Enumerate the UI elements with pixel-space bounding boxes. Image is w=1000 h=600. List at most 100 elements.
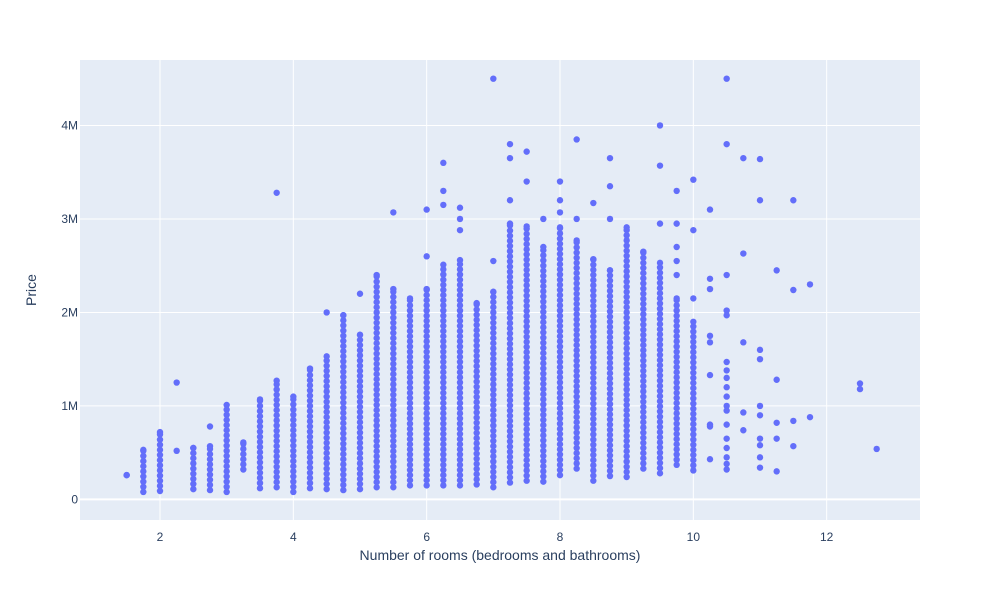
scatter-point	[623, 283, 630, 290]
scatter-point	[340, 312, 347, 319]
scatter-point	[523, 374, 530, 382]
scatter-point	[323, 434, 330, 441]
scatter-point	[523, 348, 530, 356]
scatter-point	[706, 371, 714, 379]
scatter-point	[273, 422, 280, 429]
scatter-point	[440, 435, 447, 443]
scatter-point	[340, 456, 347, 463]
scatter-point	[540, 437, 547, 444]
scatter-point	[440, 425, 447, 433]
scatter-point	[690, 400, 697, 407]
scatter-point	[290, 421, 297, 429]
scatter-point	[506, 283, 514, 291]
scatter-point	[506, 463, 514, 471]
scatter-point	[373, 391, 380, 398]
scatter-point	[423, 338, 430, 345]
x-tick-label: 4	[290, 530, 297, 544]
scatter-point	[390, 324, 397, 332]
scatter-point	[306, 392, 314, 399]
scatter-point	[590, 333, 597, 340]
scatter-point	[556, 415, 564, 422]
scatter-point	[606, 447, 614, 454]
scatter-point	[506, 314, 514, 322]
scatter-point	[456, 410, 464, 417]
scatter-point	[440, 363, 447, 371]
scatter-point	[323, 377, 330, 385]
scatter-point	[340, 378, 347, 386]
scatter-point	[590, 338, 597, 346]
scatter-point	[440, 477, 447, 484]
scatter-point	[456, 405, 464, 412]
scatter-point	[640, 449, 647, 457]
scatter-point	[556, 353, 564, 361]
scatter-point	[723, 407, 730, 414]
scatter-point	[440, 441, 447, 448]
scatter-point	[656, 259, 664, 267]
scatter-point	[306, 454, 314, 461]
scatter-point	[540, 391, 547, 398]
scatter-point	[690, 405, 697, 412]
scatter-point	[623, 360, 630, 368]
scatter-point	[356, 424, 364, 431]
scatter-point	[756, 355, 764, 363]
scatter-point	[606, 411, 614, 418]
scatter-point	[490, 406, 497, 414]
scatter-point	[506, 197, 514, 204]
scatter-point	[523, 462, 530, 469]
scatter-point	[623, 448, 630, 455]
scatter-point	[523, 338, 530, 346]
scatter-point	[423, 399, 430, 407]
scatter-point	[540, 411, 547, 419]
scatter-point	[556, 271, 564, 278]
scatter-point	[456, 266, 464, 273]
scatter-point	[223, 473, 230, 480]
scatter-point	[523, 343, 530, 351]
scatter-point	[523, 230, 530, 238]
scatter-point	[423, 353, 430, 361]
scatter-point	[373, 271, 380, 279]
scatter-point	[623, 376, 630, 383]
scatter-point	[640, 393, 647, 400]
scatter-point	[656, 264, 664, 271]
scatter-point	[690, 295, 697, 302]
scatter-point	[456, 302, 464, 309]
x-tick-label: 6	[423, 530, 430, 544]
scatter-point	[406, 295, 414, 302]
scatter-point	[490, 453, 497, 460]
scatter-point	[640, 305, 647, 313]
scatter-point	[556, 178, 564, 185]
scatter-point	[423, 451, 430, 458]
scatter-point	[506, 361, 514, 368]
scatter-point	[306, 382, 314, 389]
scatter-point	[723, 374, 730, 382]
scatter-point	[573, 357, 580, 364]
scatter-point	[440, 333, 447, 340]
scatter-point	[206, 476, 214, 483]
scatter-point	[223, 427, 230, 434]
scatter-point	[423, 285, 430, 293]
scatter-point	[590, 451, 597, 459]
scatter-point	[573, 460, 580, 467]
scatter-point	[640, 295, 647, 303]
scatter-point	[423, 425, 430, 433]
scatter-point	[373, 350, 380, 357]
x-tick-label: 12	[820, 530, 834, 544]
scatter-point	[156, 456, 164, 464]
scatter-point	[540, 396, 547, 403]
scatter-point	[490, 319, 497, 326]
scatter-point	[306, 479, 314, 487]
scatter-point	[556, 379, 564, 386]
scatter-point	[673, 343, 680, 350]
scatter-point	[340, 368, 347, 376]
scatter-point	[473, 316, 480, 324]
scatter-point	[373, 412, 380, 419]
y-tick-label: 4M	[61, 118, 78, 132]
scatter-point	[373, 334, 380, 342]
scatter-point	[373, 376, 380, 383]
scatter-point	[606, 390, 614, 397]
scatter-point	[506, 355, 514, 363]
scatter-point	[490, 370, 497, 378]
scatter-point	[540, 427, 547, 434]
scatter-point	[273, 401, 280, 409]
scatter-point	[490, 334, 497, 342]
